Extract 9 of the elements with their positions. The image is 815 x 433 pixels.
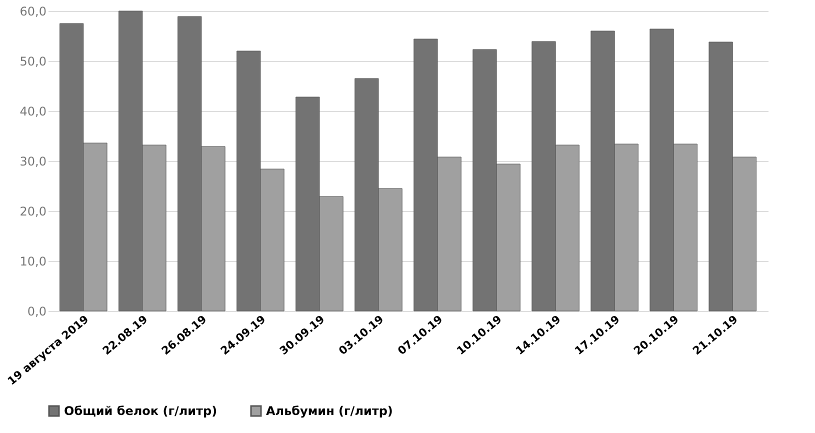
legend-label: Общий белок (г/литр) [64,404,218,418]
y-tick-label: 30,0 [20,154,46,168]
y-tick-label: 40,0 [20,104,46,118]
y-tick-label: 10,0 [20,254,46,268]
y-tick-label: 60,0 [20,4,46,18]
y-tick-label: 50,0 [20,54,46,68]
legend-label: Альбумин (г/литр) [266,404,393,418]
y-tick-label: 0,0 [27,304,46,318]
y-tick-label: 20,0 [20,204,46,218]
